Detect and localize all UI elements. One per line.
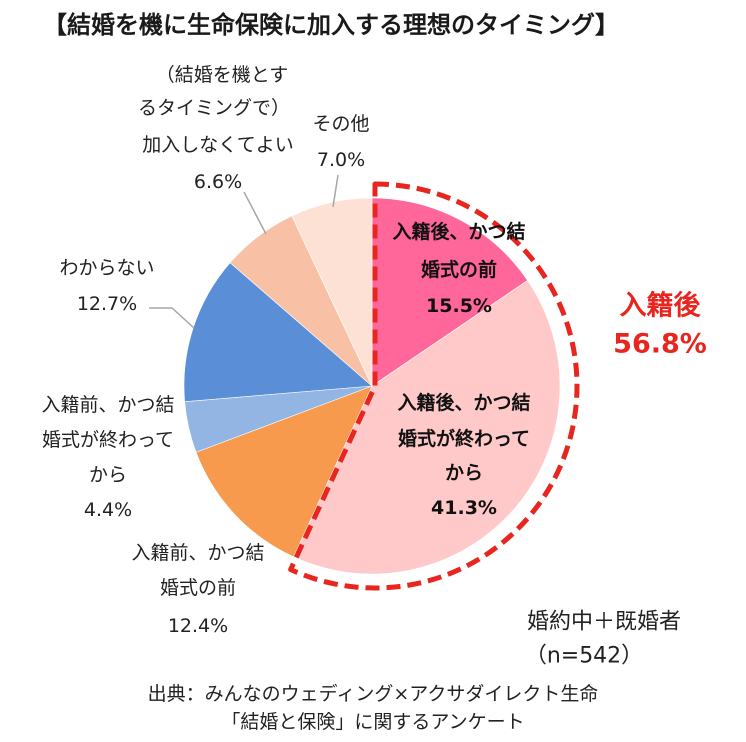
slice-label-after-registration-before-wedding: 入籍後、かつ結 婚式の前 15.5% [392,220,525,317]
slice-label-line: 加入しなくてよい [142,134,293,156]
pie-slice-3 [195,385,373,558]
leader-line-dont-know [149,307,195,329]
slice-label-line: 婚式の前 [160,577,236,599]
slice-label-line: わからない [59,257,154,279]
sample-note: 婚約中＋既婚者 （n=542） [525,610,681,669]
slice-label-before-registration-before-wedding: 入籍前、かつ結 婚式の前 12.4% [131,542,264,637]
slice-label-line: るタイミングで） [138,97,290,119]
after-registration-callout: 入籍後 56.8% [613,290,707,360]
callout-value: 56.8% [613,329,707,360]
slice-label-before-registration-after-wedding: 入籍前、かつ結 婚式が終わって から 4.4% [41,394,174,521]
slice-label-line: 入籍前、かつ結 [41,394,174,416]
pie-slices [183,197,561,575]
slice-value-label: 15.5% [426,295,492,317]
source-line: 「結婚と保険」に関するアンケート [221,711,524,733]
slice-value-label: 6.6% [194,171,242,193]
slice-label-line: 婚式が終わって [42,429,174,451]
sample-note-line: 婚約中＋既婚者 [527,610,681,635]
source-line: 出典：みんなのウェディング×アクサダイレクト生命 [148,683,599,705]
chart-title: 【結婚を機に生命保険に加入する理想のタイミング】 [43,11,619,39]
slice-value-label: 4.4% [84,499,132,521]
slice-label-other: その他 7.0% [312,113,369,171]
slice-value-label: 41.3% [431,497,497,519]
slice-label-line: 入籍後、かつ結 [392,220,525,243]
slice-label-line: その他 [312,113,369,135]
slice-label-dont-know: わからない 12.7% [59,257,154,315]
slice-value-label: 12.7% [77,293,137,315]
callout-label: 入籍後 [620,290,702,322]
sample-size: （n=542） [525,644,643,669]
after-registration-dashed-outline [288,181,580,591]
pie-slice-2 [293,280,561,575]
slice-label-line: 婚式の前 [421,258,497,281]
slice-label-line: 婚式が終わって [398,427,530,450]
slice-value-label: 7.0% [317,149,365,171]
source-credit: 出典：みんなのウェディング×アクサダイレクト生命 「結婚と保険」に関するアンケー… [148,683,599,733]
pie-slice-1 [371,197,529,387]
slice-label-no-need: （結婚を機とす るタイミングで） 加入しなくてよい 6.6% [138,64,294,193]
slice-label-line: （結婚を機とす [156,64,288,86]
slice-label-after-registration-after-wedding: 入籍後、かつ結 婚式が終わって から 41.3% [397,391,530,519]
slice-label-line: 入籍前、かつ結 [131,542,264,564]
leader-line-no-need [243,191,267,235]
slice-label-line: から [89,464,127,486]
slice-value-label: 12.4% [168,615,228,637]
slice-label-line: 入籍後、かつ結 [397,391,530,414]
pie-slice-7 [291,197,373,387]
slice-label-line: から [445,462,483,484]
leader-line-other [332,174,339,208]
